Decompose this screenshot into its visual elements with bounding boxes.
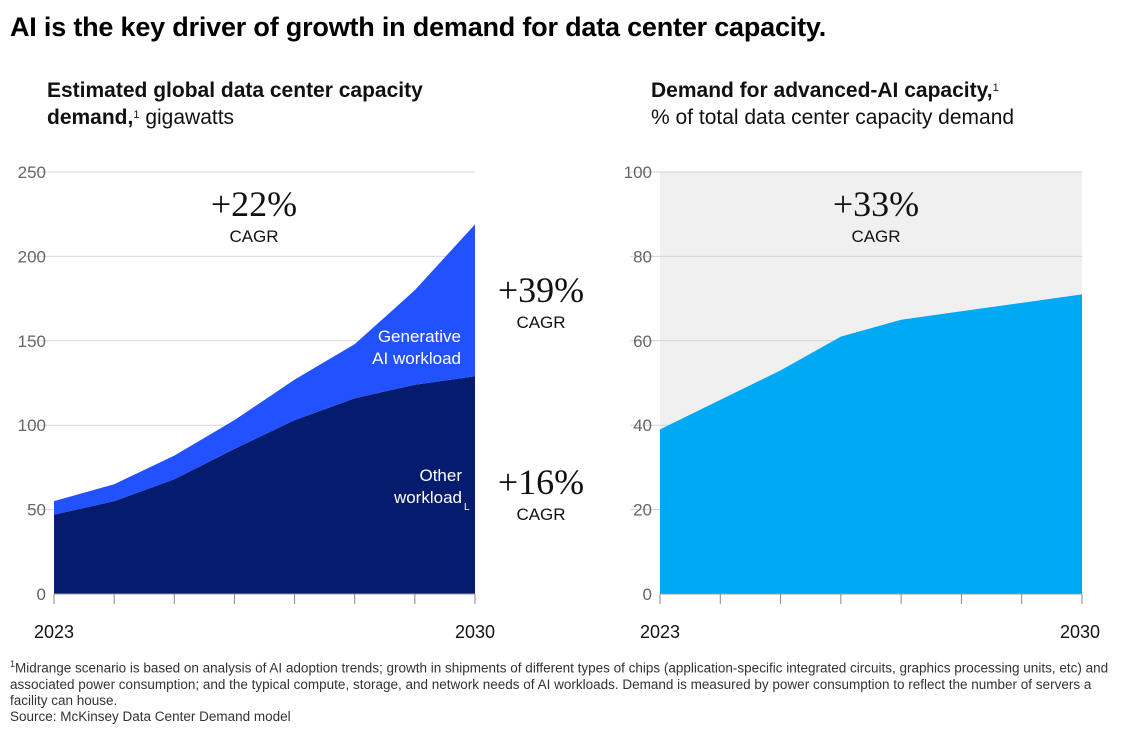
right-y-tick-label: 60 xyxy=(633,332,652,351)
right-chart-x-ticks xyxy=(659,594,1083,604)
right-chart-y-ticks: 0 20 40 60 80 100 xyxy=(624,163,652,604)
left-chart-title-bold: Estimated global data center capacity de… xyxy=(47,79,423,129)
right-y-tick-label: 40 xyxy=(633,416,652,435)
left-chart-title-unit: gigawatts xyxy=(145,106,235,129)
left-chart-x-ticks xyxy=(53,594,476,604)
footnote-text: Midrange scenario is based on analysis o… xyxy=(10,660,1109,708)
right-x-label-end: 2030 xyxy=(1060,622,1100,642)
left-x-label-start: 2023 xyxy=(34,622,74,642)
left-y-tick-label: 0 xyxy=(37,585,46,604)
right-chart: 0 20 40 60 80 100 2023 2030 +33% CAGR xyxy=(624,163,1100,642)
other-workload-label-line1: Other xyxy=(419,466,462,485)
left-y-tick-label: 50 xyxy=(27,501,46,520)
generative-ai-label-line2: AI workload xyxy=(372,349,461,368)
other-cagr-value: +16% xyxy=(498,462,584,502)
left-y-tick-label: 100 xyxy=(18,416,46,435)
other-workload-label-line2: workload xyxy=(393,488,462,507)
right-chart-title-bold: Demand for advanced-AI capacity, xyxy=(651,79,993,102)
generative-ai-label-line1: Generative xyxy=(378,327,461,346)
left-y-tick-label: 250 xyxy=(18,163,46,182)
left-chart-title: Estimated global data center capacity de… xyxy=(47,77,487,131)
left-y-tick-label: 200 xyxy=(18,247,46,266)
right-y-tick-label: 80 xyxy=(633,247,652,266)
right-y-tick-label: 0 xyxy=(643,585,652,604)
headline: AI is the key driver of growth in demand… xyxy=(10,12,827,42)
footnote: 1Midrange scenario is based on analysis … xyxy=(10,656,1118,725)
right-chart-title: Demand for advanced-AI capacity,1 % of t… xyxy=(651,77,1111,131)
left-chart: 0 50 100 150 200 250 2023 2030 +22% CAGR Gene… xyxy=(18,163,585,642)
advanced-ai-cagr-value: +33% xyxy=(833,184,919,224)
generative-cagr-value: +39% xyxy=(498,270,584,310)
right-chart-title-unit: % of total data center capacity demand xyxy=(651,106,1015,129)
right-y-tick-label: 20 xyxy=(633,501,652,520)
source-text: Source: McKinsey Data Center Demand mode… xyxy=(10,708,291,724)
left-y-tick-label: 150 xyxy=(18,332,46,351)
other-workload-area xyxy=(54,376,475,594)
total-cagr-label: CAGR xyxy=(229,227,278,246)
left-x-label-end: 2030 xyxy=(455,622,495,642)
left-chart-title-footnote-mark: 1 xyxy=(133,109,140,121)
advanced-ai-cagr-label: CAGR xyxy=(851,227,900,246)
other-cagr-label: CAGR xyxy=(516,505,565,524)
generative-ai-workload-area xyxy=(54,224,475,515)
right-chart-title-footnote-mark: 1 xyxy=(992,82,999,94)
footnote-mark: 1 xyxy=(10,659,16,669)
right-y-tick-label: 100 xyxy=(624,163,652,182)
advanced-ai-share-area xyxy=(660,294,1082,594)
total-cagr-value: +22% xyxy=(211,184,297,224)
generative-cagr-label: CAGR xyxy=(516,313,565,332)
other-workload-marker: L xyxy=(464,502,470,513)
left-chart-y-ticks: 0 50 100 150 200 250 xyxy=(18,163,46,604)
right-x-label-start: 2023 xyxy=(640,622,680,642)
